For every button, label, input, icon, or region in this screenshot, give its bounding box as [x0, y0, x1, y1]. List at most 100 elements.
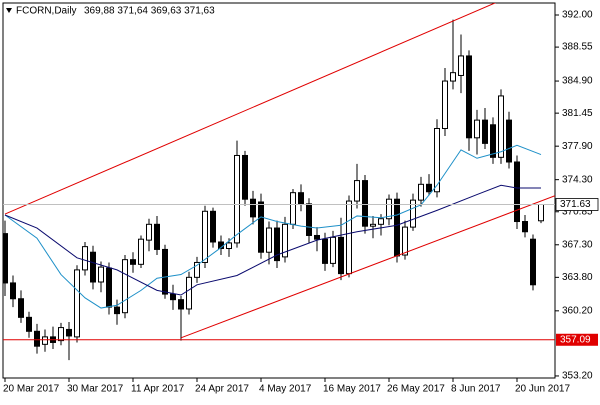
candle-body [154, 223, 160, 250]
candle-body [450, 72, 456, 82]
x-tick-label: 8 Jun 2017 [451, 384, 501, 395]
x-tick-label: 11 Apr 2017 [131, 384, 185, 395]
plot-frame [2, 2, 556, 379]
candle-body [66, 328, 72, 337]
candle-body [242, 154, 248, 200]
x-tick-label: 30 Mar 2017 [67, 384, 124, 395]
candle-body [266, 227, 272, 253]
candle-body [442, 80, 448, 129]
y-tick-label: 370.85 [562, 206, 593, 217]
candle-body [26, 316, 32, 332]
trendline [4, 3, 497, 215]
candle-body [138, 238, 144, 265]
candle-body [418, 183, 424, 201]
candle-body [474, 119, 480, 139]
x-tick-label: 26 May 2017 [387, 384, 445, 395]
candle-body [98, 266, 104, 283]
candle-body [482, 119, 488, 144]
y-tick-label: 363.80 [562, 272, 593, 283]
y-tick-label: 374.30 [562, 174, 593, 185]
candle-body [530, 238, 536, 286]
header-icon [6, 8, 12, 13]
candle-body [314, 234, 320, 240]
candle-body [434, 127, 440, 193]
y-tick-label: 381.45 [562, 108, 593, 119]
candle-body [402, 226, 408, 256]
candle-body [306, 203, 312, 236]
candle-body [274, 227, 280, 262]
y-tick-label: 384.90 [562, 76, 593, 87]
candle-body [330, 236, 336, 264]
candle-body [250, 198, 256, 218]
x-tick-label: 16 May 2017 [323, 384, 381, 395]
candle-body [258, 201, 264, 253]
candle-body [346, 200, 352, 275]
candle-body [10, 282, 16, 300]
y-tick-label: 353.20 [562, 371, 593, 382]
candle-body [122, 259, 128, 314]
quote-text: 369,88 371,64 369,63 371,63 [84, 6, 215, 17]
y-tick-label: 388.55 [562, 42, 593, 53]
y-tick-label: 367.30 [562, 239, 593, 250]
candle-body [354, 180, 360, 202]
candle-body [90, 251, 96, 283]
candle-body [378, 218, 384, 225]
candle-body [506, 119, 512, 163]
plot-area [3, 3, 555, 361]
candle-body [3, 233, 8, 284]
candle-body [42, 336, 48, 345]
candle-body [322, 238, 328, 264]
candle-body [394, 198, 400, 257]
candle-body [498, 95, 504, 158]
candle-body [106, 267, 112, 308]
candle-body [226, 242, 232, 250]
candle-body [178, 299, 184, 310]
candle-body [74, 269, 80, 338]
price-label: 357.09 [560, 334, 591, 345]
candle-body [186, 276, 192, 310]
candle-body [234, 154, 240, 244]
candle-body [130, 259, 136, 265]
last-price-box [555, 198, 599, 211]
candle-body [282, 223, 288, 258]
candle-body [466, 55, 472, 139]
x-tick-label: 20 Mar 2017 [3, 384, 60, 395]
candle-body [298, 192, 304, 205]
candle-body [114, 306, 120, 315]
candle-body [82, 246, 88, 271]
candle-body [522, 221, 528, 233]
candle-body [146, 223, 152, 241]
candle-body [170, 293, 176, 301]
candle-body [290, 192, 296, 225]
candle-body [410, 199, 416, 228]
x-tick-label: 20 Jun 2017 [515, 384, 570, 395]
candle-body [490, 124, 496, 158]
candle-body [362, 180, 368, 227]
price-label-box [556, 333, 598, 346]
x-tick-label: 4 May 2017 [259, 384, 312, 395]
candle-body [338, 236, 344, 275]
candle-body [162, 248, 168, 295]
candle-body [426, 183, 432, 193]
candle-body [538, 204, 544, 222]
trendline [180, 195, 555, 339]
last-price-label: 371.63 [560, 199, 591, 210]
x-tick-label: 24 Apr 2017 [195, 384, 249, 395]
y-tick-label: 360.20 [562, 305, 593, 316]
moving-average [4, 184, 541, 296]
candle-body [386, 198, 392, 220]
candle-body [202, 210, 208, 263]
candle-body [194, 261, 200, 278]
candle-body [34, 330, 40, 347]
moving-average [4, 144, 542, 309]
candle-body [370, 223, 376, 227]
candle-body [514, 161, 520, 223]
candle-body [458, 55, 464, 76]
y-tick-label: 392.00 [562, 10, 593, 21]
y-tick-label: 377.90 [562, 141, 593, 152]
candle-body [58, 327, 64, 342]
candle-body [18, 298, 24, 318]
candle-body [210, 210, 216, 243]
symbol-title: FCORN,Daily [16, 6, 77, 17]
